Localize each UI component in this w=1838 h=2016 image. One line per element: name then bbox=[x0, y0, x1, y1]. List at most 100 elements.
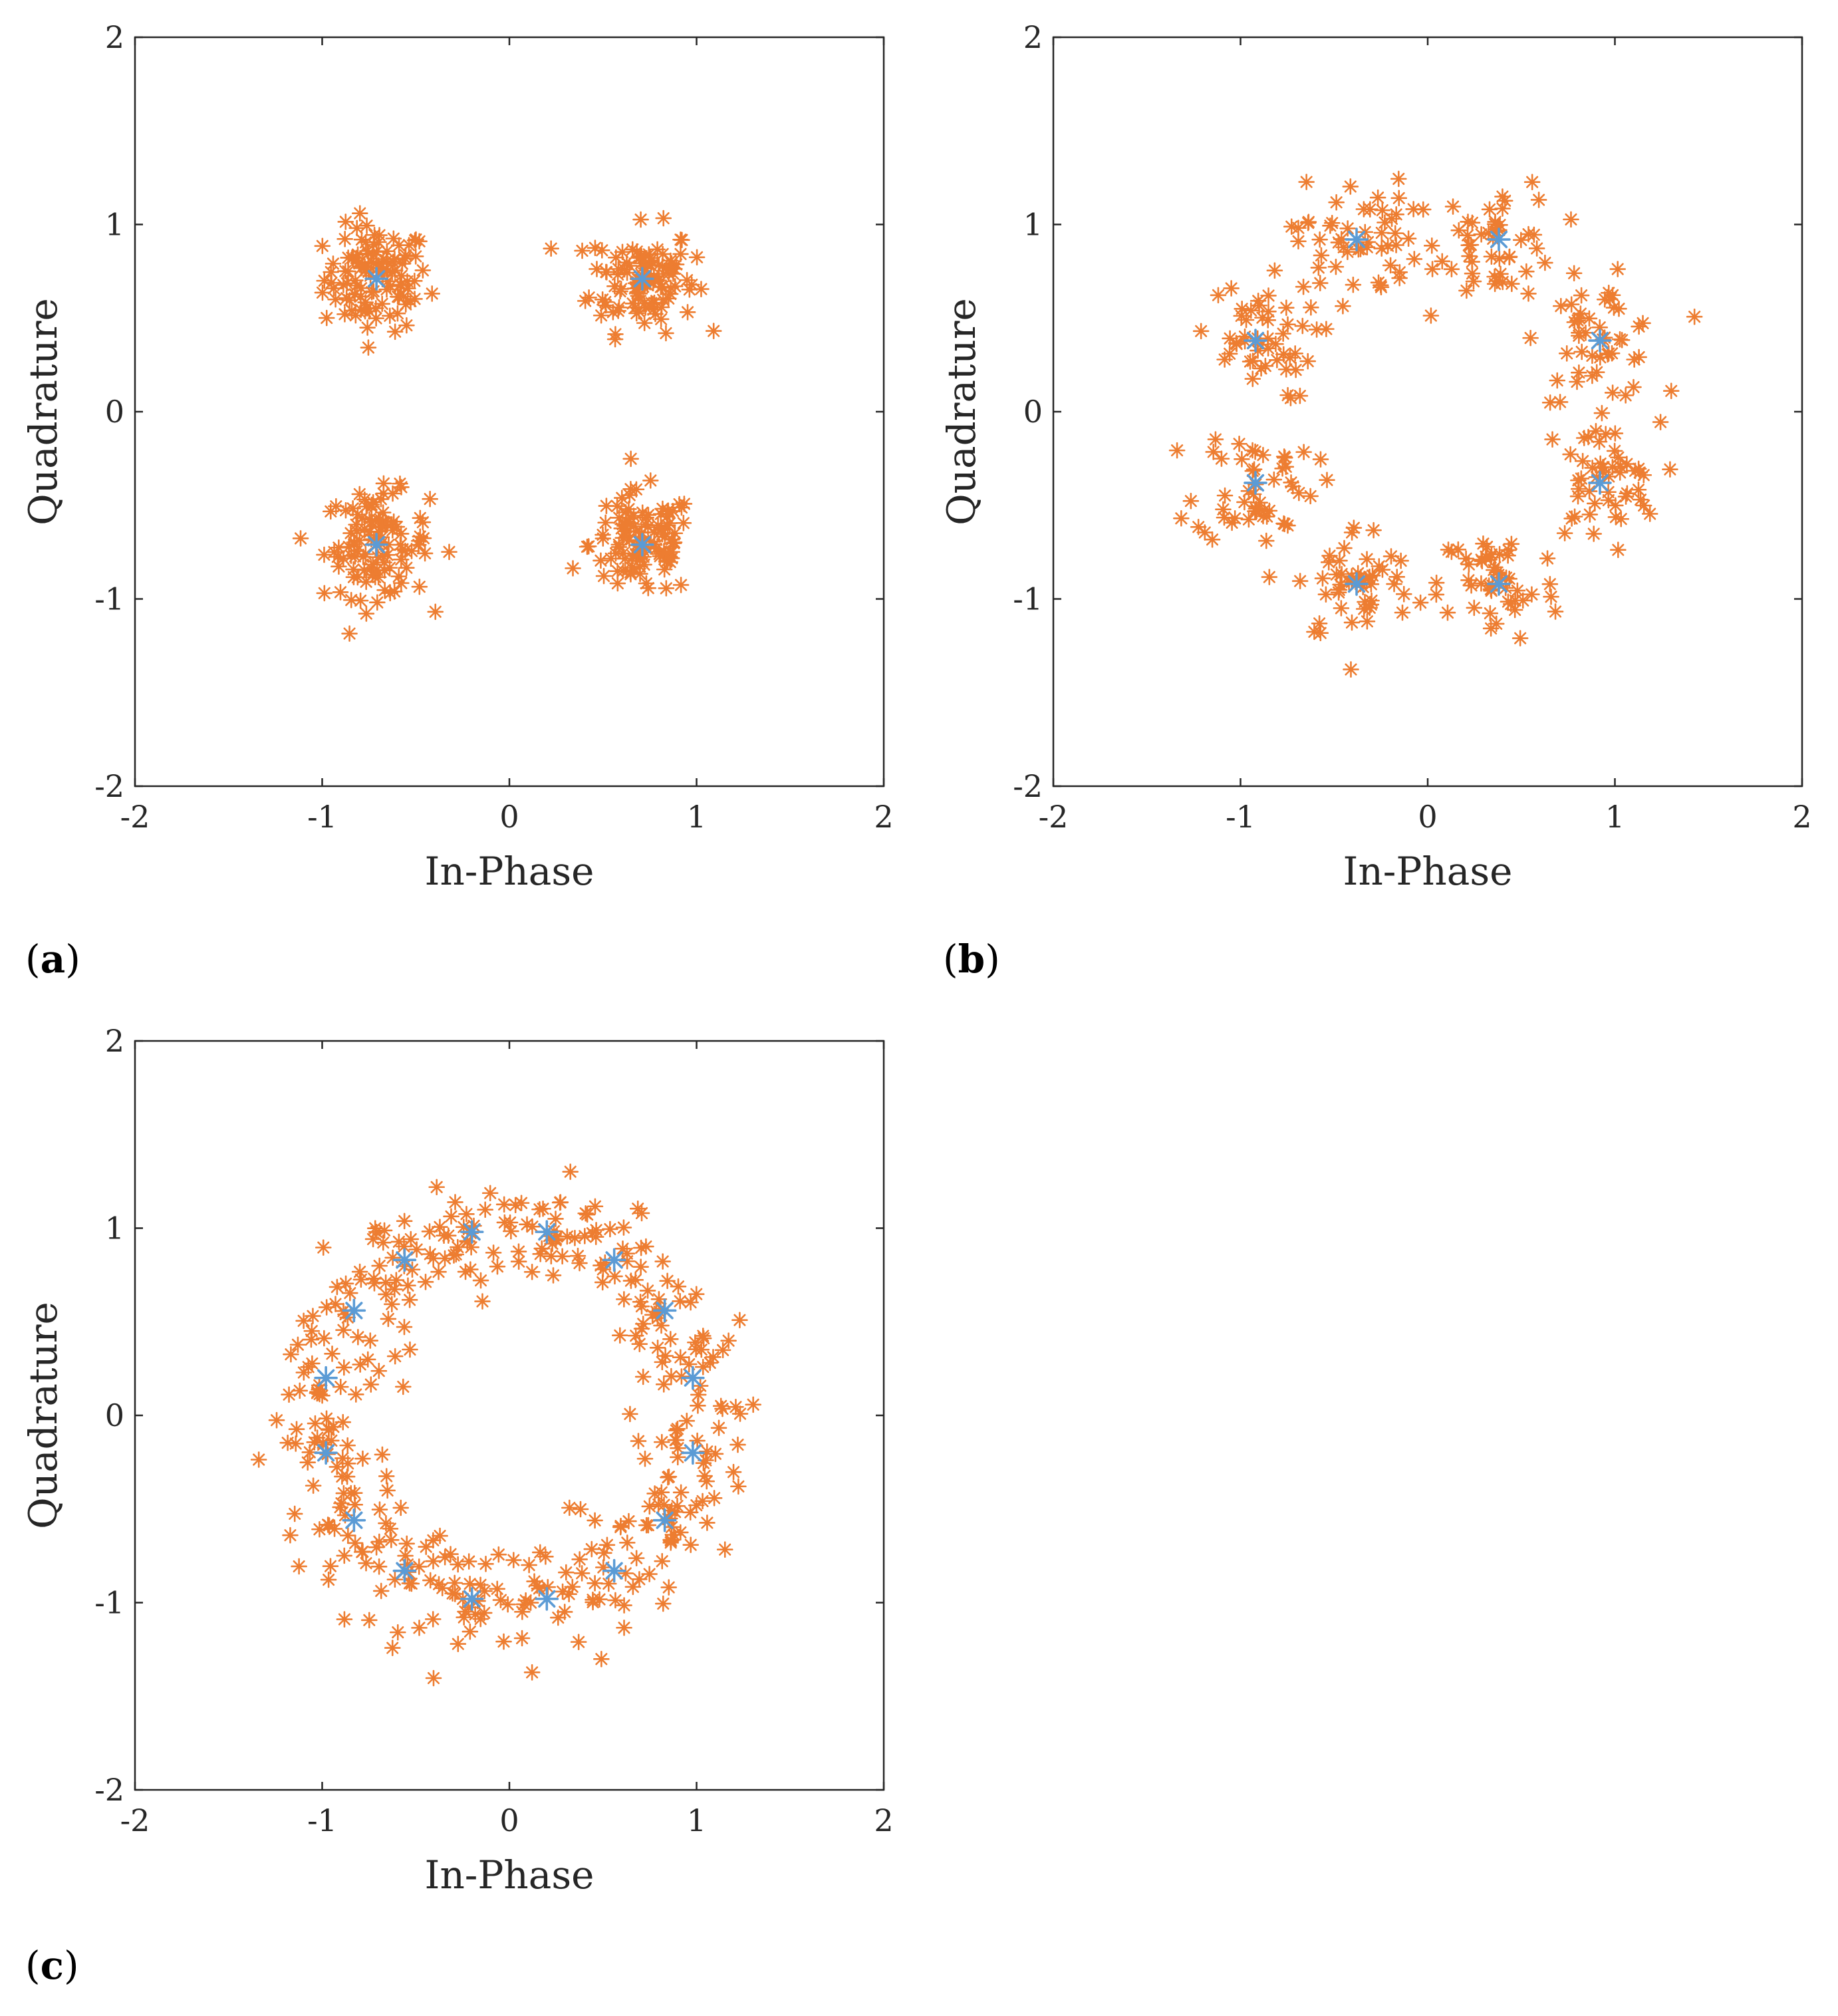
received-point bbox=[1604, 287, 1621, 304]
received-point bbox=[1295, 444, 1312, 460]
received-point bbox=[477, 1201, 493, 1219]
received-point bbox=[1328, 194, 1345, 211]
received-point bbox=[304, 1355, 321, 1372]
received-point bbox=[362, 1376, 380, 1393]
received-point bbox=[375, 485, 392, 502]
received-point bbox=[1276, 515, 1293, 533]
received-point bbox=[556, 1604, 573, 1620]
received-point bbox=[485, 1244, 502, 1261]
reference-point bbox=[602, 1248, 626, 1272]
received-point bbox=[662, 1331, 679, 1348]
received-point bbox=[1563, 296, 1580, 313]
received-point bbox=[571, 1551, 588, 1568]
reference-point bbox=[1345, 572, 1369, 596]
received-point bbox=[324, 1346, 340, 1362]
received-point bbox=[682, 1504, 699, 1521]
received-point bbox=[1488, 564, 1506, 581]
panel-tag-b: (b) bbox=[943, 936, 1000, 982]
received-point bbox=[1423, 237, 1440, 254]
received-point bbox=[371, 1501, 388, 1518]
received-point bbox=[653, 1484, 670, 1501]
received-point bbox=[606, 331, 624, 348]
received-point bbox=[1581, 506, 1599, 523]
received-point bbox=[622, 1405, 638, 1423]
received-point bbox=[624, 295, 641, 312]
received-point bbox=[408, 1241, 425, 1258]
x-tick-label: -2 bbox=[120, 1802, 150, 1838]
received-point bbox=[338, 275, 355, 292]
received-point bbox=[1260, 287, 1277, 304]
received-point bbox=[558, 1564, 575, 1581]
received-point bbox=[716, 1541, 733, 1558]
received-point bbox=[614, 1240, 631, 1257]
reference-point bbox=[1588, 471, 1612, 495]
received-point bbox=[268, 1411, 285, 1429]
x-tick-label: 2 bbox=[874, 1802, 893, 1838]
received-point bbox=[289, 1336, 307, 1354]
received-point bbox=[1216, 487, 1234, 504]
received-point bbox=[1259, 330, 1276, 347]
received-point bbox=[335, 1485, 352, 1502]
received-point bbox=[461, 1623, 479, 1640]
received-point bbox=[614, 562, 632, 579]
received-point bbox=[374, 518, 391, 535]
received-point bbox=[1373, 279, 1390, 296]
received-point bbox=[524, 1218, 541, 1235]
received-point bbox=[669, 1449, 686, 1466]
received-point bbox=[316, 546, 332, 563]
received-point bbox=[316, 585, 333, 602]
received-point bbox=[314, 237, 331, 255]
received-point bbox=[1314, 570, 1331, 587]
received-point bbox=[288, 1421, 305, 1437]
received-point bbox=[402, 293, 419, 310]
received-point bbox=[712, 1397, 729, 1415]
received-point bbox=[1244, 370, 1261, 387]
received-point bbox=[612, 1517, 629, 1534]
received-point bbox=[616, 1291, 632, 1308]
received-point bbox=[729, 1436, 746, 1453]
received-point bbox=[1631, 464, 1648, 481]
received-point bbox=[1369, 189, 1386, 206]
received-point bbox=[412, 509, 429, 527]
received-point bbox=[1359, 551, 1375, 567]
received-point bbox=[1503, 535, 1520, 553]
received-point bbox=[650, 1496, 667, 1513]
x-tick-label: 0 bbox=[499, 1802, 519, 1838]
received-point bbox=[532, 1246, 549, 1262]
received-point bbox=[490, 1546, 507, 1563]
received-point bbox=[1662, 461, 1678, 478]
received-point bbox=[634, 1316, 652, 1332]
received-point bbox=[1553, 297, 1569, 315]
received-point bbox=[1319, 472, 1335, 488]
received-point bbox=[351, 486, 368, 503]
received-point bbox=[517, 1592, 534, 1609]
received-point bbox=[1520, 285, 1537, 302]
received-point bbox=[1343, 614, 1361, 631]
plot-area bbox=[1052, 36, 1803, 788]
received-point bbox=[339, 1455, 356, 1472]
reference-point bbox=[535, 1587, 559, 1611]
received-point bbox=[1278, 299, 1295, 316]
received-point bbox=[1580, 428, 1597, 446]
received-point bbox=[630, 1433, 647, 1449]
received-point bbox=[414, 262, 432, 279]
received-point bbox=[667, 1431, 684, 1449]
received-point bbox=[1581, 310, 1598, 327]
reference-point bbox=[535, 1220, 559, 1244]
received-point bbox=[1434, 253, 1451, 270]
received-point bbox=[458, 1205, 475, 1223]
reference-point bbox=[652, 1298, 677, 1323]
received-point bbox=[291, 1558, 307, 1575]
received-point bbox=[1422, 307, 1440, 324]
received-point bbox=[587, 1575, 603, 1592]
reference-point bbox=[364, 533, 388, 557]
received-point bbox=[414, 513, 432, 531]
received-point bbox=[598, 498, 615, 514]
received-point bbox=[1607, 509, 1625, 525]
received-point bbox=[287, 1435, 305, 1452]
received-point bbox=[428, 1179, 445, 1196]
received-point bbox=[1501, 249, 1518, 266]
reference-point bbox=[630, 533, 654, 557]
received-point bbox=[669, 1497, 686, 1514]
received-point bbox=[481, 1185, 499, 1202]
